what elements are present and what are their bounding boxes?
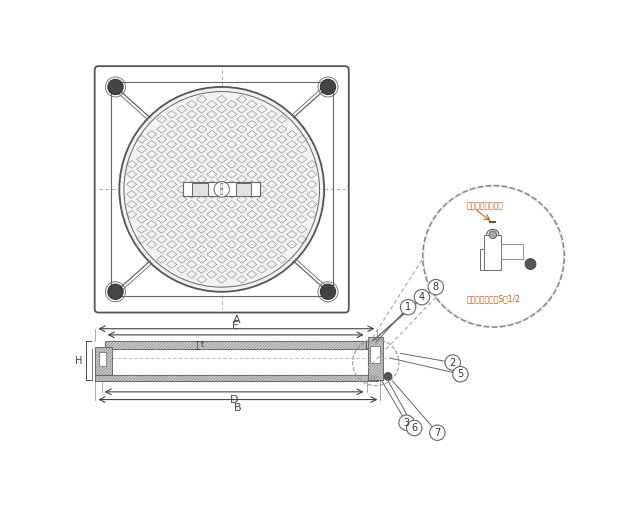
Bar: [368, 337, 383, 379]
Text: H: H: [75, 356, 83, 365]
Circle shape: [414, 289, 429, 305]
Circle shape: [452, 367, 468, 382]
Bar: [480, 248, 488, 270]
Text: 5: 5: [458, 369, 463, 379]
Circle shape: [424, 187, 563, 326]
Bar: [501, 227, 536, 273]
Text: 4: 4: [419, 292, 425, 302]
Text: B: B: [234, 403, 242, 413]
Text: E: E: [232, 321, 239, 331]
Circle shape: [422, 186, 564, 327]
Circle shape: [384, 372, 392, 380]
Circle shape: [399, 415, 414, 430]
Bar: [236, 183, 251, 196]
FancyBboxPatch shape: [95, 66, 349, 312]
Bar: [95, 375, 378, 381]
Circle shape: [489, 231, 497, 239]
Circle shape: [320, 284, 336, 300]
Bar: [105, 341, 367, 349]
Text: 1: 1: [405, 302, 411, 312]
Text: A: A: [232, 315, 240, 325]
Text: t: t: [201, 340, 204, 350]
Bar: [438, 248, 472, 256]
Circle shape: [429, 425, 445, 440]
Circle shape: [525, 259, 536, 269]
Bar: [438, 232, 480, 248]
Bar: [95, 347, 113, 375]
Circle shape: [401, 300, 416, 315]
Bar: [183, 182, 260, 196]
Text: 8: 8: [433, 282, 439, 292]
Circle shape: [428, 279, 444, 295]
Text: 3: 3: [403, 418, 410, 428]
Text: 7: 7: [434, 428, 440, 438]
Circle shape: [445, 355, 460, 370]
Bar: [501, 244, 523, 260]
Text: 北
固: 北 固: [220, 184, 223, 195]
Polygon shape: [367, 341, 378, 349]
Circle shape: [214, 181, 230, 197]
Circle shape: [320, 79, 336, 95]
Text: 2: 2: [450, 358, 456, 368]
Text: ドライバー差込口: ドライバー差込口: [467, 202, 504, 211]
Text: 蛙固定部詳細図S＝1/2: 蛙固定部詳細図S＝1/2: [467, 294, 520, 303]
Bar: [111, 82, 333, 296]
Text: 6: 6: [411, 423, 417, 433]
Bar: [99, 352, 106, 365]
Text: D: D: [230, 395, 238, 405]
Circle shape: [108, 79, 123, 95]
Circle shape: [406, 420, 422, 436]
Bar: [484, 235, 501, 270]
Bar: [369, 346, 380, 363]
Bar: [193, 183, 208, 196]
Circle shape: [108, 284, 123, 300]
Circle shape: [119, 87, 324, 292]
